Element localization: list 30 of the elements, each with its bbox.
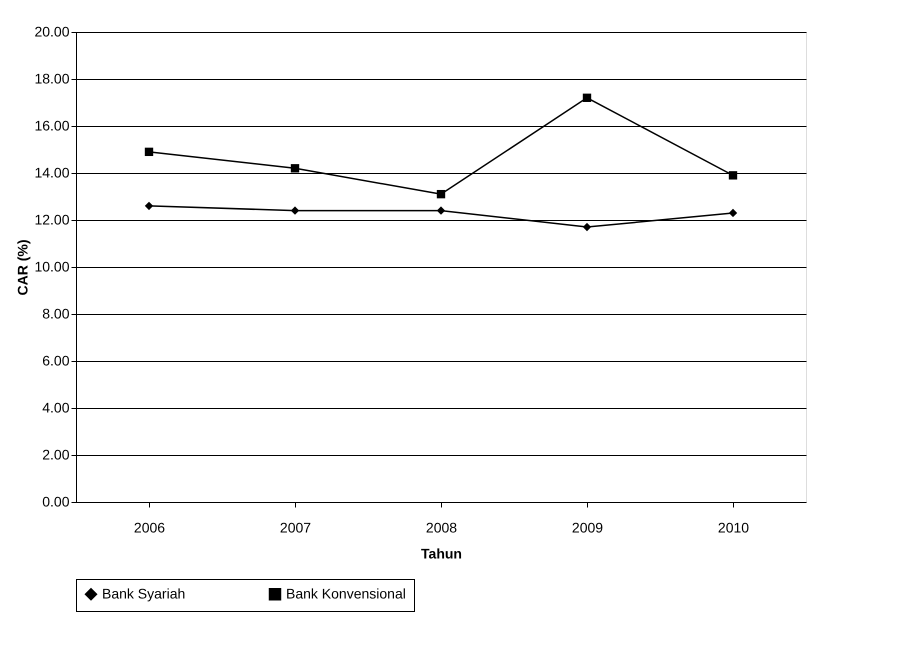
point — [728, 208, 738, 218]
y-tick-label: 8.00 — [42, 306, 70, 322]
x-tick-label: 2006 — [134, 520, 166, 536]
point — [436, 206, 446, 215]
x-tick-label: 2007 — [280, 520, 312, 536]
point — [290, 206, 300, 215]
x-axis-title: Tahun — [421, 546, 462, 562]
point — [290, 164, 300, 172]
point — [144, 202, 154, 210]
x-tick-label: 2010 — [718, 520, 750, 536]
y-tick-label: 0.00 — [42, 494, 70, 510]
point — [582, 94, 592, 102]
legend-label: Bank Syariah — [102, 585, 186, 602]
y-tick-label: 20.00 — [34, 24, 70, 40]
y-tick-label: 14.00 — [34, 164, 70, 180]
y-tick-label: 4.00 — [42, 400, 70, 416]
y-tick-label: 2.00 — [42, 446, 70, 462]
y-tick-label: 16.00 — [34, 118, 70, 134]
point — [436, 190, 446, 198]
y-tick-label: 12.00 — [34, 212, 70, 228]
x-tick-label: 2009 — [572, 520, 604, 536]
y-tick-label: 10.00 — [34, 258, 70, 274]
point — [728, 171, 738, 180]
point — [144, 148, 154, 156]
legend-label: Bank Konvensional — [286, 585, 406, 602]
y-axis-title: CAR (%) — [14, 240, 30, 296]
y-tick-label: 6.00 — [42, 352, 70, 368]
x-tick-label: 2008 — [426, 520, 458, 536]
y-tick-label: 18.00 — [34, 70, 70, 86]
point — [582, 222, 592, 232]
